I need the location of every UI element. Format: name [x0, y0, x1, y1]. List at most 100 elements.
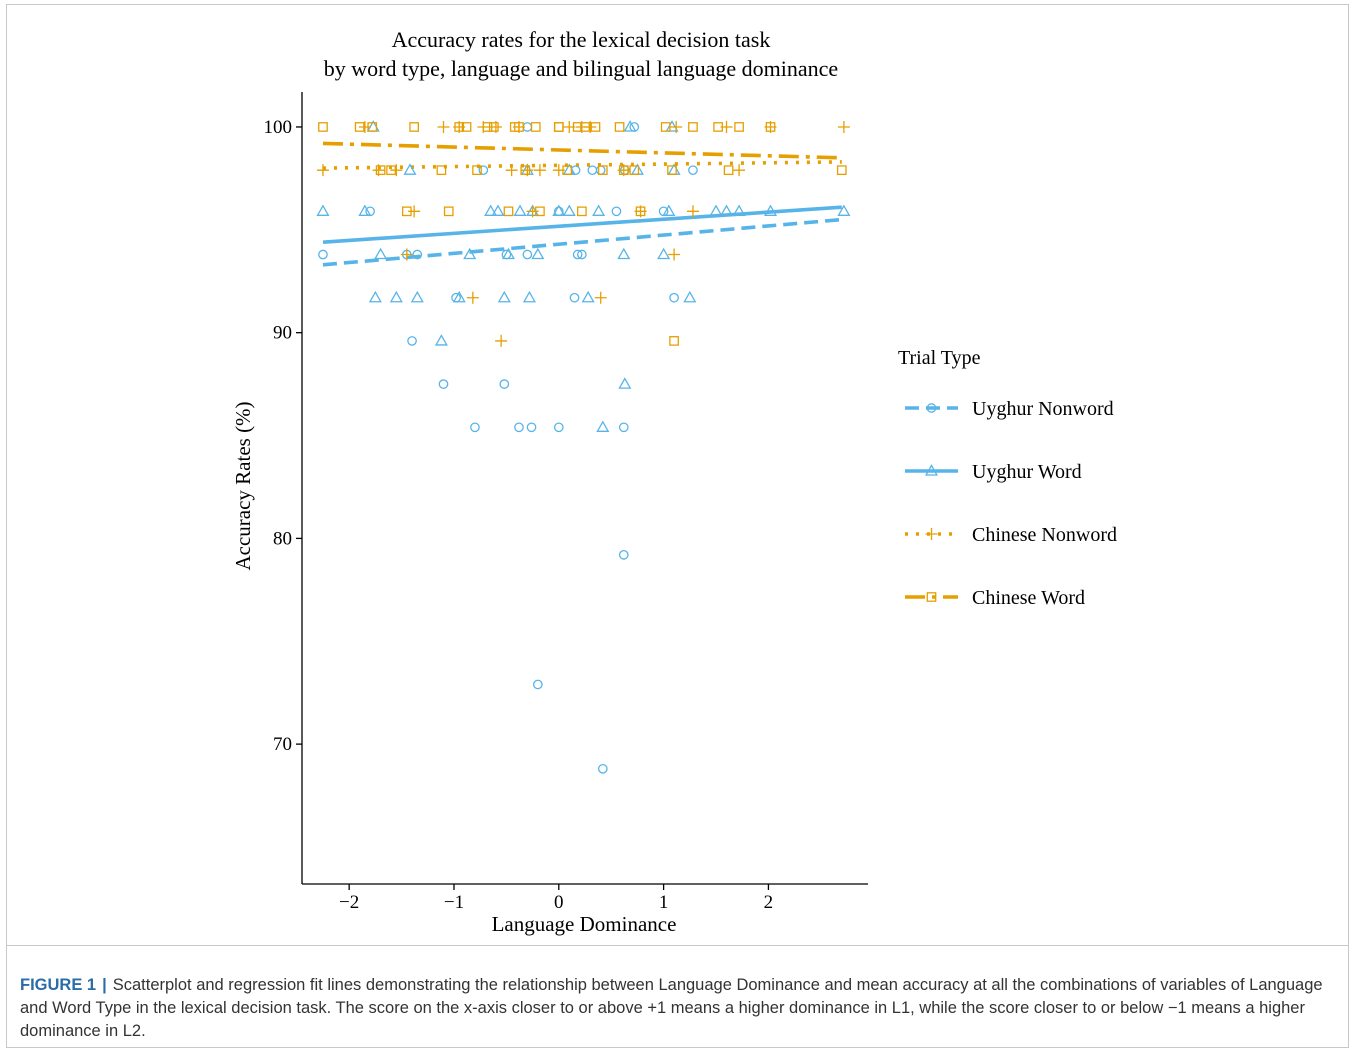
axes: 70 80 90 100 −2 −1 0 1 2 — [264, 92, 868, 913]
point-uyghur-word — [732, 204, 746, 216]
point-uyghur-word — [403, 163, 417, 175]
legend-item-chinese-word: Chinese Word — [905, 587, 1085, 609]
point-chinese-word — [572, 122, 583, 132]
point-chinese-nonword — [437, 120, 450, 133]
y-tick-label: 80 — [273, 528, 292, 549]
point-chinese-nonword — [670, 120, 683, 133]
legend-label: Uyghur Nonword — [972, 398, 1114, 420]
point-chinese-nonword — [316, 164, 329, 177]
point-chinese-word — [635, 206, 646, 217]
point-chinese-word — [401, 206, 412, 217]
point-uyghur-word — [683, 290, 697, 303]
point-uyghur-word — [316, 204, 330, 216]
point-uyghur-nonword — [597, 763, 608, 774]
point-chinese-word — [503, 206, 514, 217]
legend: Uyghur Nonword Uyghur Word Chinese Nonword… — [905, 398, 1117, 609]
legend-item-chinese-nonword: Chinese Nonword — [905, 524, 1117, 546]
legend-key-marker — [926, 592, 937, 602]
point-chinese-word — [488, 122, 499, 132]
point-chinese-word — [734, 122, 744, 132]
y-tick-label: 70 — [273, 734, 292, 755]
point-chinese-word — [836, 165, 847, 176]
point-uyghur-nonword — [587, 165, 598, 176]
point-uyghur-nonword — [595, 165, 606, 176]
point-chinese-word — [688, 122, 698, 132]
point-uyghur-nonword — [438, 379, 449, 389]
point-uyghur-nonword — [514, 422, 524, 433]
point-uyghur-word — [592, 204, 606, 216]
legend-key-marker — [926, 403, 937, 413]
point-chinese-nonword — [466, 291, 479, 304]
legend-label: Uyghur Word — [972, 461, 1082, 483]
point-uyghur-word — [358, 204, 372, 216]
point-chinese-word — [660, 122, 671, 132]
point-uyghur-word — [463, 247, 477, 260]
point-uyghur-nonword — [688, 165, 698, 176]
legend-key-marker — [925, 528, 938, 540]
point-uyghur-word — [623, 120, 637, 132]
point-chinese-word — [461, 122, 472, 132]
point-uyghur-nonword — [553, 422, 564, 433]
point-uyghur-word — [617, 247, 631, 260]
y-tick-label: 100 — [264, 117, 293, 138]
point-chinese-word — [553, 122, 564, 132]
point-uyghur-nonword — [669, 292, 679, 303]
legend-label: Chinese Nonword — [972, 524, 1117, 546]
point-chinese-word — [553, 122, 564, 132]
point-chinese-nonword — [495, 334, 508, 347]
point-chinese-word — [597, 165, 608, 176]
x-tick-label: 0 — [554, 892, 564, 913]
point-chinese-word — [667, 165, 677, 176]
point-chinese-nonword — [390, 164, 403, 177]
point-chinese-word — [765, 122, 776, 132]
point-chinese-word — [318, 122, 328, 132]
x-tick-label: −1 — [444, 892, 464, 913]
point-chinese-word — [509, 122, 520, 132]
point-chinese-nonword — [733, 164, 746, 177]
x-tick-label: 2 — [764, 892, 774, 913]
point-uyghur-word — [764, 204, 778, 216]
data-points — [316, 120, 851, 774]
legend-label: Chinese Word — [972, 587, 1085, 609]
point-chinese-word — [614, 122, 625, 132]
figure-frame — [6, 4, 1349, 1048]
point-chinese-nonword — [358, 120, 371, 133]
point-uyghur-word — [709, 204, 723, 216]
fit-line-uyghur-word — [322, 205, 842, 244]
point-uyghur-word — [531, 247, 545, 260]
point-chinese-word — [580, 122, 590, 132]
point-uyghur-word — [484, 204, 498, 216]
chart: Accuracy rates for the lexical decision … — [231, 27, 1117, 936]
point-uyghur-nonword — [470, 422, 480, 433]
legend-key-marker — [924, 464, 939, 476]
point-uyghur-word — [374, 247, 388, 260]
legend-title: Trial Type — [898, 347, 981, 369]
point-uyghur-nonword — [499, 379, 510, 389]
point-chinese-word — [375, 165, 386, 176]
point-chinese-nonword — [533, 164, 546, 177]
point-uyghur-word — [562, 204, 576, 216]
point-uyghur-word — [662, 204, 676, 216]
point-uyghur-word — [581, 290, 595, 303]
point-uyghur-word — [719, 204, 734, 216]
point-uyghur-nonword — [526, 422, 537, 433]
point-chinese-word — [436, 165, 447, 176]
point-chinese-nonword — [594, 291, 607, 304]
fit-line-chinese-nonword — [322, 160, 842, 170]
point-chinese-word — [454, 122, 465, 132]
point-chinese-word — [562, 165, 573, 176]
caption-divider — [6, 945, 1349, 946]
chart-title: Accuracy rates for the lexical decision … — [392, 27, 771, 52]
point-chinese-word — [590, 122, 601, 132]
point-chinese-word — [535, 206, 545, 217]
figure-label-separator: | — [102, 976, 107, 994]
point-chinese-word — [577, 206, 587, 217]
legend-item-uyghur-nonword: Uyghur Nonword — [905, 398, 1114, 420]
point-uyghur-word — [434, 334, 448, 346]
y-axis-label: Accuracy Rates (%) — [231, 401, 255, 570]
point-uyghur-nonword — [478, 165, 489, 176]
legend-item-uyghur-word: Uyghur Word — [905, 461, 1082, 483]
point-chinese-nonword — [837, 120, 850, 133]
point-chinese-nonword — [400, 248, 413, 261]
point-chinese-nonword — [408, 205, 421, 218]
